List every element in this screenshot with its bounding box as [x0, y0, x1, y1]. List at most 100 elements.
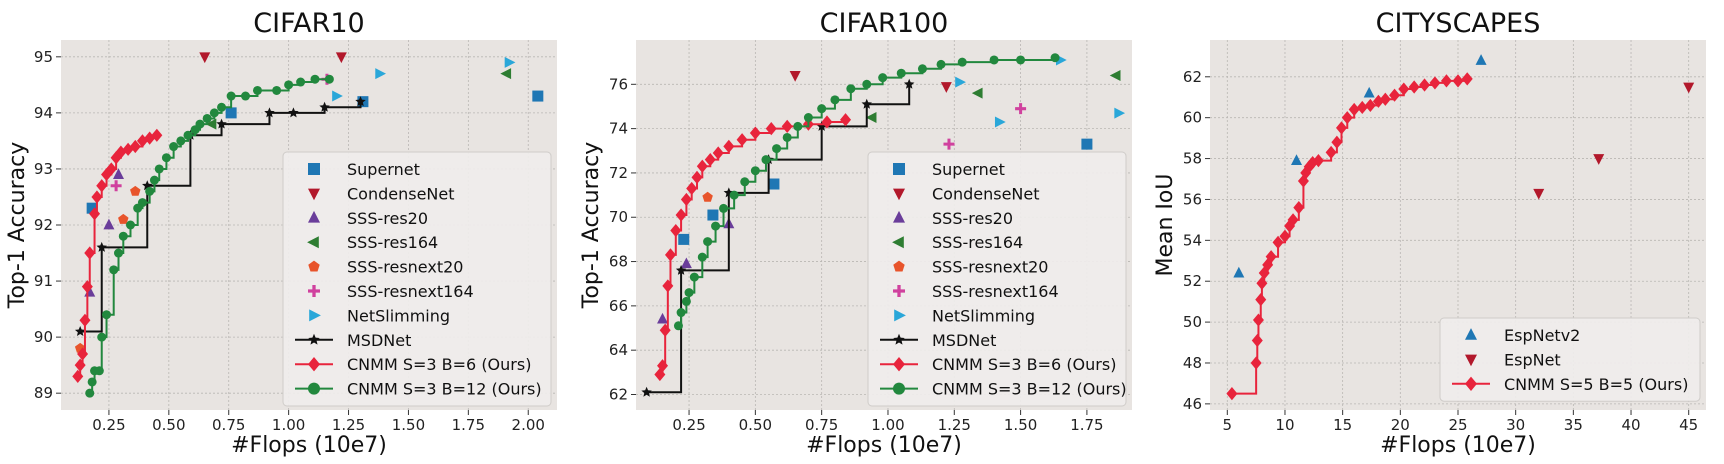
data-point: [1419, 78, 1431, 92]
data-point: [957, 57, 967, 67]
data-point: [840, 113, 852, 127]
y-tick-label: 58: [1183, 150, 1202, 168]
series-sss-resnext20: [74, 185, 141, 353]
data-point: [252, 85, 262, 95]
legend-item-condensenet: CondenseNet: [893, 184, 1040, 203]
data-point: [137, 198, 147, 208]
x-axis-label: #Flops (10e7): [806, 433, 962, 458]
y-axis-label: Top-1 Accuracy: [5, 142, 30, 310]
data-point: [816, 120, 827, 131]
legend-label: SSS-res20: [932, 209, 1013, 228]
data-point: [789, 71, 801, 82]
x-tick-label: 0.75: [212, 416, 245, 434]
data-point: [1356, 100, 1368, 115]
data-point: [940, 82, 952, 93]
data-point: [1452, 74, 1464, 88]
data-point: [750, 166, 760, 176]
data-point: [878, 73, 888, 83]
x-tick-label: 1.25: [938, 416, 971, 434]
chart-title: CIFAR10: [253, 8, 364, 39]
legend-item-sss-res20: SSS-res20: [893, 209, 1013, 228]
legend-marker: [1465, 376, 1477, 391]
y-tick-label: 64: [609, 341, 628, 359]
data-point: [641, 386, 652, 397]
data-point: [241, 91, 251, 101]
legend-marker: [308, 260, 320, 272]
series-sss-resnext20: [702, 191, 713, 202]
data-point: [96, 241, 107, 252]
data-point: [272, 85, 282, 95]
data-point: [707, 209, 719, 221]
legend-marker: [893, 285, 905, 297]
data-point: [994, 116, 1006, 128]
data-point: [749, 126, 761, 140]
y-axis-label: Mean IoU: [1153, 174, 1178, 277]
data-point: [118, 213, 129, 224]
data-point: [202, 113, 212, 123]
y-tick-label: 46: [1183, 395, 1202, 413]
legend-label: Supernet: [347, 160, 420, 179]
legend: Supernet CondenseNet SSS-res20 SSS-res164 SS…: [282, 151, 552, 407]
y-tick-label: 56: [1183, 190, 1202, 208]
legend-marker: [307, 236, 319, 249]
data-point: [129, 139, 141, 154]
data-point: [149, 175, 159, 185]
legend-marker: [308, 357, 320, 372]
legend-item-msdnet: MSDNet: [295, 331, 411, 350]
data-point: [740, 177, 750, 187]
data-point: [161, 153, 171, 163]
legend-label: SSS-resnext20: [347, 258, 463, 277]
data-point: [1363, 86, 1375, 98]
legend-marker: [308, 188, 320, 201]
legend-item-cnmm-s-3-b-12-ours: CNMM S=3 B=12 (Ours): [295, 380, 542, 399]
data-point: [664, 248, 676, 262]
data-point: [657, 359, 669, 373]
data-point: [118, 231, 128, 241]
legend-item-netslimming: NetSlimming: [894, 306, 1035, 325]
legend-label: CNMM S=3 B=6 (Ours): [932, 355, 1116, 374]
legend-label: CNMM S=3 B=12 (Ours): [932, 380, 1127, 399]
x-tick-label: 0.50: [152, 416, 185, 434]
data-point: [697, 252, 707, 262]
data-point: [84, 246, 96, 260]
data-point: [1331, 135, 1343, 149]
data-point: [1258, 266, 1270, 280]
series-cnmm-s-3-b-12-ours: [673, 53, 1060, 331]
legend-item-sss-resnext164: SSS-resnext164: [893, 282, 1059, 301]
series-cnmm-s-3-b-6-ours: [654, 113, 852, 382]
series-condensenet: [199, 52, 347, 64]
data-point: [74, 326, 86, 336]
legend-marker: [893, 188, 905, 201]
legend-marker: [893, 357, 905, 372]
data-point: [145, 186, 155, 196]
data-point: [216, 118, 227, 129]
data-point: [86, 202, 98, 214]
legend: EspNetv2 EspNet CNMM S=5 B=5 (Ours): [1439, 317, 1701, 402]
data-point: [1114, 107, 1126, 119]
data-point: [1050, 53, 1060, 63]
chart-panel-cifar10: CIFAR10 #Flops (10e7) Top-1 Accuracy 0.2…: [5, 8, 557, 458]
data-point: [691, 170, 703, 184]
y-tick-label: 72: [609, 164, 628, 182]
x-tick-label: 1.25: [332, 416, 365, 434]
data-point: [504, 56, 516, 68]
y-tick-label: 54: [1183, 231, 1202, 249]
data-point: [696, 159, 708, 173]
legend-marker: [893, 382, 905, 395]
series-condensenet: [789, 71, 952, 93]
data-point: [1364, 98, 1376, 113]
data-point: [846, 84, 856, 94]
data-point: [94, 366, 104, 376]
x-tick-label: 0.25: [672, 416, 705, 434]
data-point: [686, 181, 698, 196]
data-point: [1287, 213, 1299, 227]
data-point: [761, 155, 771, 165]
y-tick-label: 95: [34, 48, 53, 66]
legend-marker: [309, 309, 321, 322]
legend-label: SSS-resnext20: [932, 258, 1048, 277]
y-tick-label: 89: [34, 384, 53, 402]
data-point: [1335, 121, 1347, 135]
series-sss-res164: [865, 69, 1121, 124]
data-point: [765, 122, 777, 136]
data-point: [130, 185, 141, 196]
